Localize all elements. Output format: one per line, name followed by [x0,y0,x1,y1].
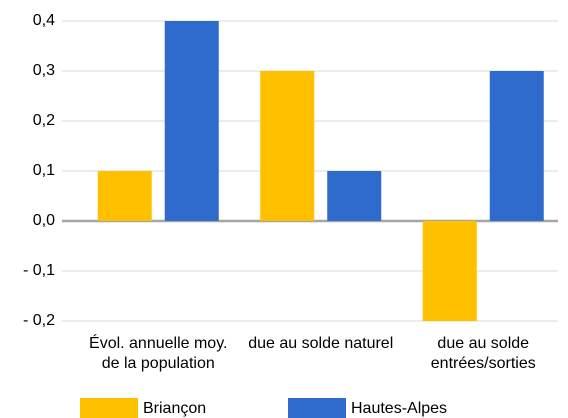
bar [164,21,219,221]
x-tick-label: due au solde naturel [248,335,394,352]
y-tick-label: 0,4 [33,12,55,29]
bar [327,171,382,221]
legend-swatch [80,398,138,418]
legend-swatch [288,398,346,418]
y-tick-label: - 0,1 [23,262,55,279]
y-tick-label: 0,1 [33,162,55,179]
bar [422,221,477,321]
y-tick-label: 0,2 [33,112,55,129]
y-tick-label: 0,0 [33,212,55,229]
bar [260,71,315,221]
legend-label: Briançon [143,400,206,417]
x-tick-label: Évol. annuelle moy. de la population [89,335,228,372]
bar [489,71,544,221]
y-tick-label: - 0,2 [23,312,55,329]
y-tick-label: 0,3 [33,62,55,79]
bar [97,171,152,221]
legend-label: Hautes-Alpes [351,400,447,417]
x-tick-label: due au solde entrées/sorties [430,335,536,372]
